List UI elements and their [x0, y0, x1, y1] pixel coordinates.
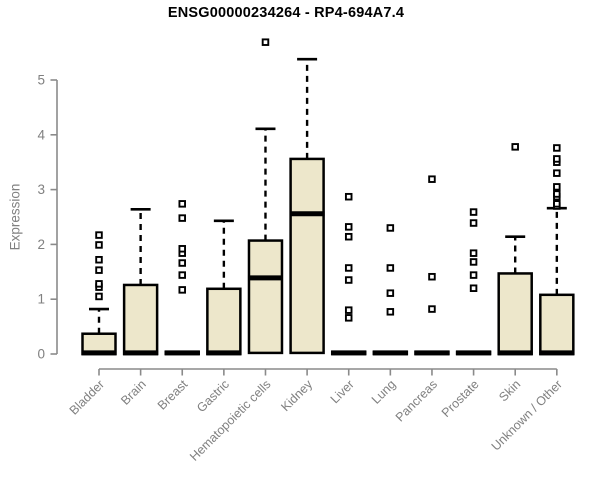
outlier-point: [344, 314, 353, 322]
outlier-point: [428, 175, 436, 183]
x-tick-label-breast: Breast: [155, 377, 191, 413]
outlier-point: [344, 264, 353, 272]
outlier-point: [469, 219, 478, 227]
x-tick-label-kidney: Kidney: [278, 377, 315, 414]
outlier-point: [553, 190, 561, 198]
outlier-point: [553, 169, 561, 177]
box-rect: [497, 272, 533, 356]
outlier-point: [344, 223, 353, 231]
box-prostate: [455, 208, 492, 356]
box-rect: [289, 157, 325, 355]
x-tick-label-bladder: Bladder: [67, 377, 107, 417]
outlier-point: [95, 266, 103, 274]
box-brain: [122, 208, 159, 356]
outlier-point: [553, 200, 561, 208]
box-hematopoietic-cells: [247, 38, 284, 355]
outlier-point: [178, 214, 186, 222]
outlier-point: [178, 286, 186, 294]
outlier-point: [386, 289, 395, 297]
outlier-point: [386, 264, 395, 272]
outlier-point: [95, 231, 103, 239]
x-tick-label-unknown-other: Unknown / Other: [489, 377, 565, 453]
outlier-point: [95, 255, 103, 264]
outlier-point: [178, 259, 186, 267]
box-lung: [372, 224, 409, 356]
y-tick-label: 3: [37, 182, 45, 197]
x-tick-label-pancreas: Pancreas: [393, 377, 440, 424]
box-pancreas: [414, 175, 450, 356]
outlier-point: [469, 284, 478, 292]
outlier-point: [469, 208, 478, 216]
box-skin: [497, 143, 533, 356]
outlier-point: [178, 245, 186, 253]
y-tick-label: 4: [37, 127, 45, 142]
outlier-point: [261, 38, 270, 46]
y-axis: 0 1 2 3 4 5: [37, 73, 58, 362]
x-tick-label-hematopoietic-cells: Hematopoietic cells: [187, 377, 274, 464]
outlier-point: [553, 155, 561, 163]
x-tick-label-lung: Lung: [369, 377, 399, 407]
box-rect: [122, 283, 159, 356]
x-tick-label-skin: Skin: [496, 377, 523, 404]
outlier-point: [344, 192, 353, 201]
outlier-point: [428, 305, 436, 313]
y-tick-label: 5: [37, 73, 45, 88]
y-tick-label: 2: [37, 237, 45, 252]
x-tick-label-brain: Brain: [118, 377, 149, 408]
y-tick-label: 1: [37, 292, 45, 307]
outlier-point: [386, 224, 395, 232]
outlier-point: [386, 308, 395, 316]
outlier-point: [344, 306, 353, 314]
outlier-point: [344, 232, 353, 241]
box-unknown-other: [539, 144, 575, 356]
outlier-point: [511, 143, 519, 151]
box-bladder: [81, 231, 117, 356]
outlier-point: [95, 292, 103, 301]
outlier-point: [178, 200, 186, 208]
outlier-point: [469, 249, 478, 257]
x-tick-label-liver: Liver: [328, 377, 357, 406]
y-tick-label: 0: [37, 347, 45, 362]
box-rect: [206, 287, 242, 356]
box-kidney: [289, 57, 325, 355]
chart-title: ENSG00000234264 - RP4-694A7.4: [167, 5, 405, 21]
box-breast: [164, 200, 200, 356]
outlier-point: [553, 144, 561, 152]
outlier-point: [469, 271, 478, 279]
outlier-point: [344, 276, 353, 284]
outlier-point: [553, 183, 561, 191]
x-tick-label-prostate: Prostate: [439, 377, 482, 420]
box-rect: [539, 293, 575, 356]
box-liver: [330, 192, 367, 356]
outlier-point: [178, 271, 186, 279]
outlier-point: [469, 258, 478, 266]
outlier-point: [428, 272, 436, 281]
x-tick-label-gastric: Gastric: [194, 377, 232, 415]
box-rect: [247, 239, 284, 355]
box-gastric: [206, 219, 242, 356]
outlier-point: [95, 241, 103, 249]
outlier-point: [95, 280, 103, 288]
